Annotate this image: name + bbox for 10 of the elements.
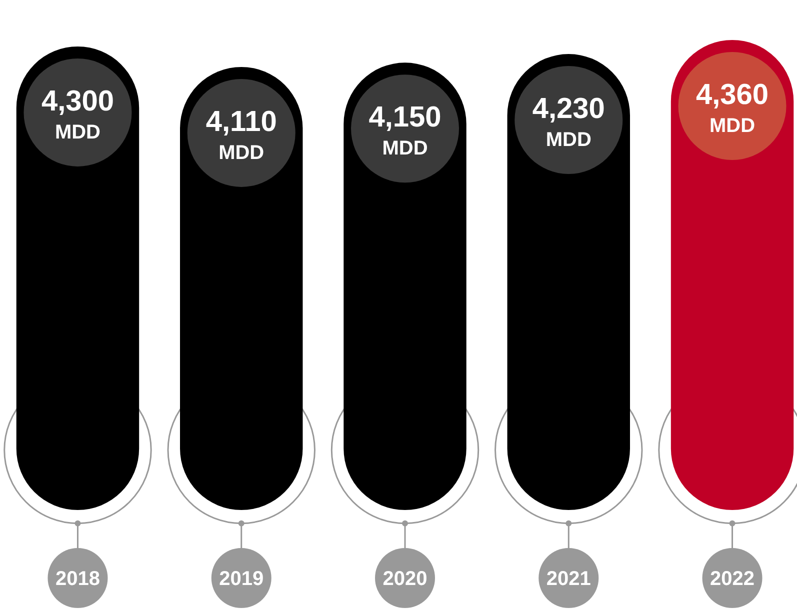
x-tick-label: 2020 <box>382 568 428 590</box>
data-label: 4,110 MDD <box>206 106 277 164</box>
x-tick-label: 2019 <box>219 568 264 590</box>
data-label: 4,150 MDD <box>368 102 442 160</box>
x-tick-label: 2022 <box>710 568 755 590</box>
x-tick-label: 2021 <box>546 568 591 590</box>
data-label: 4,230 MDD <box>532 93 605 152</box>
data-label: 4,360 MDD <box>696 79 769 137</box>
x-tick-label: 2018 <box>55 568 100 590</box>
data-label: 4,300 MDD <box>41 85 114 144</box>
